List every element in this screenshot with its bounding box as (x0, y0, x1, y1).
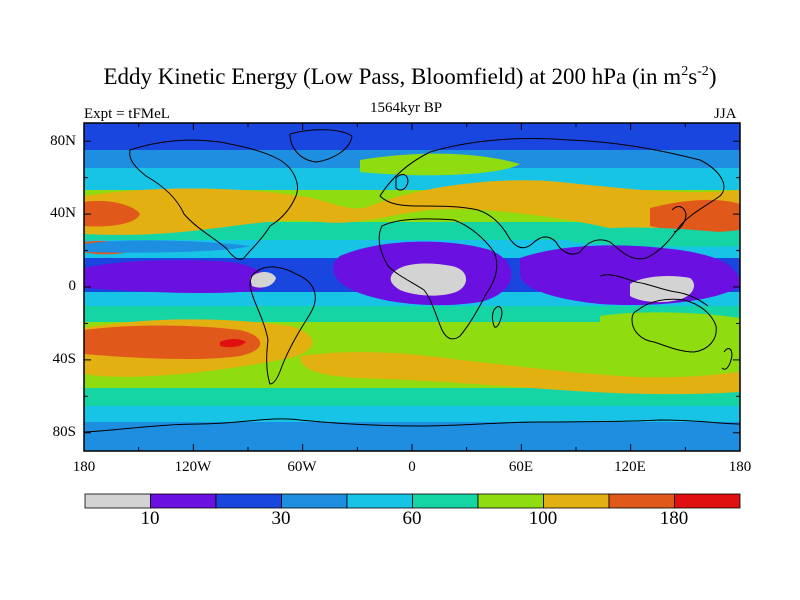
colorbar-label-60: 60 (402, 508, 422, 529)
lat-label-80s: 80S (52, 424, 76, 440)
colorbar-swatch (477, 493, 544, 509)
nh-jet-core-east (650, 199, 740, 233)
coast-indonesia (599, 274, 709, 307)
plot-title: Eddy Kinetic Energy (Low Pass, Bloomfiel… (103, 64, 717, 89)
coast-japan (671, 206, 687, 233)
colorbar-swatch (84, 493, 151, 509)
pacific-green-tongue (570, 227, 740, 247)
season-label: JJA (714, 106, 737, 122)
colorbar (84, 493, 741, 509)
sh-jet-core (84, 325, 261, 360)
lon-label-180w: 180 (72, 459, 96, 475)
min-south-america (250, 272, 276, 288)
nh-jet-region (84, 180, 740, 235)
colorbar-swatch (150, 493, 217, 509)
eke-field (84, 123, 740, 451)
coast-new-zealand (721, 348, 733, 370)
coast-uk (395, 174, 409, 191)
colorbar-swatch (543, 493, 610, 509)
colorbar-swatch (215, 493, 282, 509)
colorbar-swatch (281, 493, 348, 509)
lon-label-180e: 180 (728, 459, 752, 475)
coast-greenland (289, 129, 353, 163)
nh-jet-core-west (84, 200, 140, 227)
lon-label-60e: 60E (508, 459, 534, 475)
time-label: 1564kyr BP (370, 100, 443, 116)
colorbar-label-30: 30 (271, 508, 291, 529)
lon-label-120w: 120W (174, 459, 212, 475)
colorbar-label-10: 10 (140, 508, 160, 529)
lon-label-60w: 60W (287, 459, 317, 475)
band-55s-65s (84, 388, 740, 410)
coast-africa (378, 218, 498, 340)
colorbar-label-100: 100 (528, 508, 558, 529)
sh-orange-east (300, 352, 740, 395)
colorbar-swatch (608, 493, 675, 509)
coastlines (84, 129, 740, 433)
lat-label-eq: 0 (68, 278, 77, 294)
lat-label-40n: 40N (50, 205, 76, 221)
sh-jet-max (220, 339, 246, 348)
band-15s-30s (84, 306, 740, 326)
axis-ticks (83, 123, 741, 451)
tropical-purple-1 (84, 260, 269, 294)
lon-label-120e: 120E (614, 459, 646, 475)
colorbar-swatch (346, 493, 413, 509)
colorbar-swatch (412, 493, 479, 509)
experiment-label: Expt = tFMeL (84, 106, 170, 122)
lon-label-0: 0 (408, 459, 416, 475)
coast-antarctica (84, 418, 740, 433)
sh-green-east (600, 312, 740, 343)
colorbar-swatch (674, 493, 741, 509)
lat-label-80n: 80N (50, 133, 76, 149)
central-asia-green (360, 153, 520, 176)
coast-australia (631, 298, 717, 353)
coast-south-america (249, 266, 316, 385)
coast-north-america (129, 139, 298, 260)
min-africa (390, 263, 467, 296)
lat-label-40s: 40S (52, 351, 76, 367)
coast-eurasia (379, 138, 725, 260)
colorbar-label-180: 180 (659, 508, 689, 529)
tropical-cyan-nw (84, 240, 250, 253)
coast-madagascar (492, 306, 503, 328)
